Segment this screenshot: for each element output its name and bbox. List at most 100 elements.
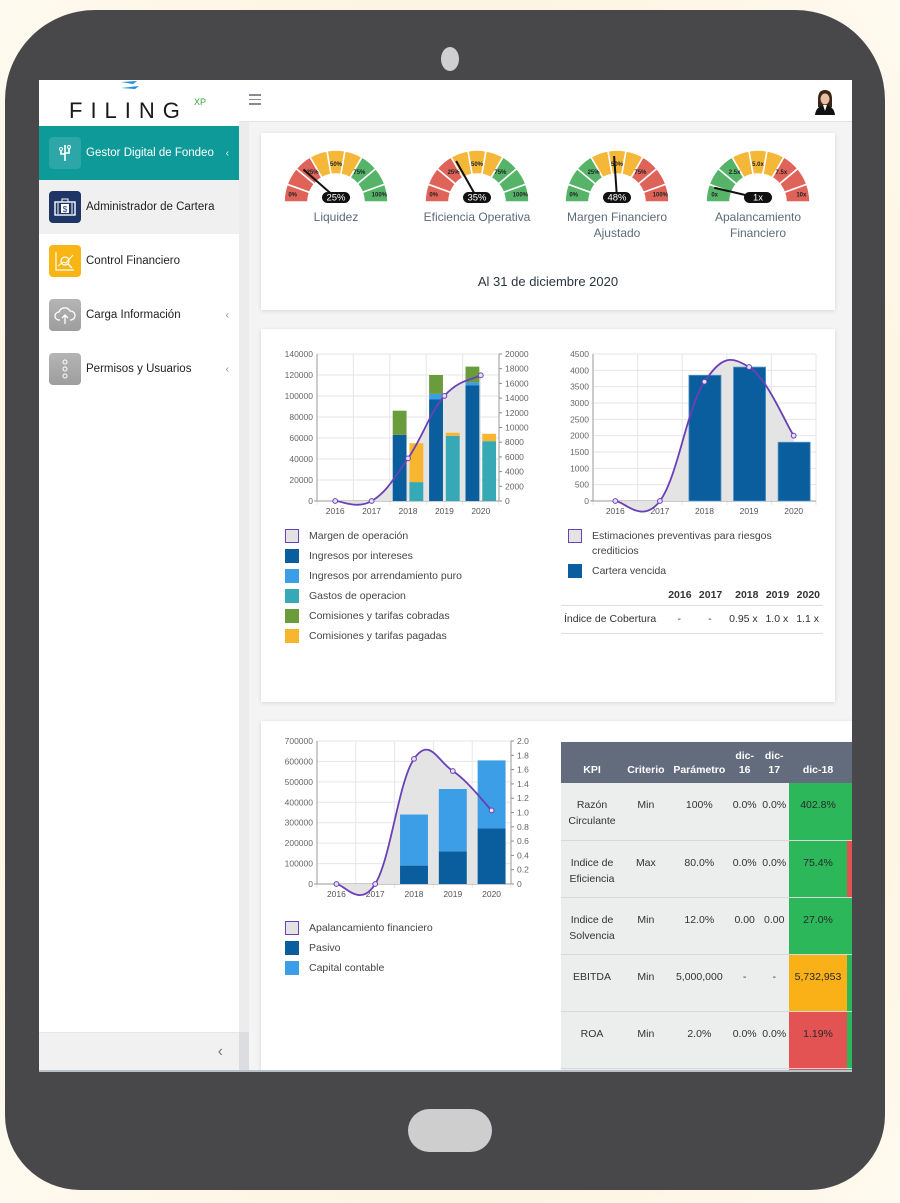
line-point[interactable] [612, 498, 619, 504]
user-avatar[interactable] [812, 87, 838, 115]
bar-gastos-de-operacion[interactable] [409, 482, 424, 501]
line-point[interactable] [477, 372, 484, 379]
line-point[interactable] [657, 498, 663, 504]
line-point[interactable] [488, 807, 495, 814]
kpi-cell-parametro: 80.0% [668, 840, 730, 898]
sidebar-item-permisos-y-usuarios[interactable]: Permisos y Usuarios ‹ [39, 342, 239, 396]
line-point[interactable] [368, 498, 375, 504]
logo[interactable]: FILING XP [39, 80, 239, 126]
bar-cartera-vencida[interactable] [777, 441, 811, 502]
bar-pasivo[interactable] [438, 851, 467, 884]
kpi-next-column-stripe [847, 1068, 852, 1070]
bar-capital-contable[interactable] [400, 814, 428, 866]
legend-swatch [285, 961, 299, 975]
legend-label: Apalancamiento financiero [309, 922, 433, 934]
table-row: Índice de Cobertura - -0.95 x 1.0 x 1.1 x [561, 605, 823, 634]
y-tick-label: 100000 [285, 391, 314, 401]
kpi-row[interactable]: Indice de Eficiencia Max 80.0% 0.0% 0.0% 75.4… [561, 840, 852, 898]
kpi-cell-criterio: Min [623, 897, 669, 955]
line-point[interactable] [701, 378, 708, 385]
chevron-left-icon[interactable]: ‹ [225, 147, 229, 159]
camera-icon [441, 47, 459, 71]
kpi-row[interactable]: ROA Min 2.0% 0.0% 0.0% 1.19% [561, 1011, 852, 1069]
legend-swatch [285, 549, 299, 563]
legend-item[interactable]: Apalancamiento financiero [285, 921, 433, 936]
leverage-chart-legend: Apalancamiento financiero Pasivo Capital c… [285, 921, 433, 981]
bar-comisiones-y-tarifas-pagadas[interactable] [482, 433, 497, 442]
hamburger-icon[interactable] [249, 94, 261, 108]
gauge-value-pill [603, 192, 631, 203]
y-tick-label: 300000 [285, 818, 314, 828]
coverage-header: 2020 [792, 585, 823, 606]
sidebar-item-gestor-digital-de-fondeo[interactable]: Gestor Digital de Fondeo ‹ [39, 126, 239, 180]
logo-suffix: XP [194, 97, 207, 107]
bar-gastos-de-operacion[interactable] [482, 441, 497, 501]
x-tick-label: 2018 [405, 889, 424, 899]
line-point[interactable] [411, 755, 417, 762]
chevron-left-icon[interactable]: ‹ [225, 309, 229, 321]
legend-swatch [568, 564, 582, 578]
y-tick-label: 40000 [289, 454, 313, 464]
legend-item[interactable]: Pasivo [285, 941, 433, 956]
bar-ingresos-por-intereses[interactable] [465, 385, 480, 502]
line-point[interactable] [746, 364, 753, 370]
bar-comisiones-y-tarifas-pagadas[interactable] [445, 432, 460, 436]
bar-ingresos-por-intereses[interactable] [429, 399, 443, 501]
kpi-next-column-stripe [847, 954, 852, 1012]
y-tick-label: 120000 [285, 370, 314, 380]
line-point[interactable] [332, 498, 339, 504]
line-point[interactable] [441, 392, 448, 399]
gauge-value-pill [463, 192, 491, 203]
bar-ingresos-por-intereses[interactable] [392, 434, 407, 501]
kpi-row[interactable]: EBITDA Min 5,000,000- -5,732,953 [561, 954, 852, 1012]
sidebar-item-administrador-de-cartera[interactable]: $ Administrador de Cartera [39, 180, 239, 234]
bar-comisiones-y-tarifas-cobradas[interactable] [465, 366, 480, 383]
coverage-header: 2016 [663, 585, 695, 606]
kpi-next-column-stripe [847, 840, 852, 898]
bar-capital-contable[interactable] [438, 789, 467, 852]
kpi-row[interactable]: Indice de Solvencia Min 12.0% 0.00 0.00 27.0% [561, 897, 852, 955]
legend-item[interactable]: Ingresos por arrendamiento puro [285, 569, 462, 584]
bar-gastos-de-operacion[interactable] [445, 435, 460, 501]
collapse-sidebar-icon[interactable]: ‹ [217, 1043, 223, 1060]
sidebar-scrollbar[interactable] [239, 80, 249, 1070]
kpi-row[interactable]: ROEMin3%0%0%-16.61% [561, 1068, 852, 1070]
bar-capital-contable[interactable] [477, 760, 506, 829]
bar-ingresos-por-arrendamiento-puro[interactable] [429, 393, 443, 400]
legend-item[interactable]: Comisiones y tarifas pagadas [285, 629, 462, 644]
line-point[interactable] [372, 881, 379, 887]
legend-item[interactable]: Cartera vencida [568, 564, 808, 579]
legend-item[interactable]: Capital contable [285, 961, 433, 976]
line-point[interactable] [449, 768, 456, 774]
income-chart: 0 20000 40000 60000 80000 100000 120000 140000 0… [285, 349, 529, 516]
scrollbar-thumb[interactable] [239, 1032, 249, 1070]
kpi-cell-d16: 0.0% [729, 840, 760, 898]
legend-item[interactable]: Margen de operación [285, 529, 462, 544]
kpi-row[interactable]: Razón Circulante Min 100% 0.0% 0.0% 402.8% [561, 783, 852, 841]
line-point[interactable] [333, 881, 340, 887]
chevron-left-icon[interactable]: ‹ [225, 363, 229, 375]
home-button[interactable] [408, 1109, 492, 1152]
bar-ingresos-por-arrendamiento-puro[interactable] [465, 382, 480, 386]
kpi-header: dic-16 [729, 742, 760, 783]
gauge-tick-label: 50% [611, 162, 624, 168]
y-tick-label: 0 [584, 496, 589, 506]
bar-cartera-vencida[interactable] [733, 366, 767, 502]
bar-pasivo[interactable] [477, 828, 506, 884]
bar-comisiones-y-tarifas-cobradas[interactable] [392, 410, 407, 435]
bar-cartera-vencida[interactable] [688, 374, 722, 502]
line-point[interactable] [790, 432, 797, 439]
legend-label: Pasivo [309, 942, 341, 954]
legend-item[interactable]: Estimaciones preventivas para riesgos cr… [568, 529, 808, 559]
legend-item[interactable]: Comisiones y tarifas cobradas [285, 609, 462, 624]
legend-item[interactable]: Gastos de operacion [285, 589, 462, 604]
line-point[interactable] [405, 455, 411, 462]
kpi-cell-criterio: Min [623, 783, 669, 841]
bar-pasivo[interactable] [400, 865, 428, 884]
legend-item[interactable]: Ingresos por intereses [285, 549, 462, 564]
coverage-table: 2016 2017 2018 2019 2020 Índice de Cobertura… [561, 585, 823, 634]
bar-comisiones-y-tarifas-pagadas[interactable] [409, 443, 424, 483]
bar-comisiones-y-tarifas-cobradas[interactable] [429, 375, 443, 394]
sidebar-item-carga-informaci-n[interactable]: Carga Información ‹ [39, 288, 239, 342]
sidebar-item-control-financiero[interactable]: Control Financiero [39, 234, 239, 288]
